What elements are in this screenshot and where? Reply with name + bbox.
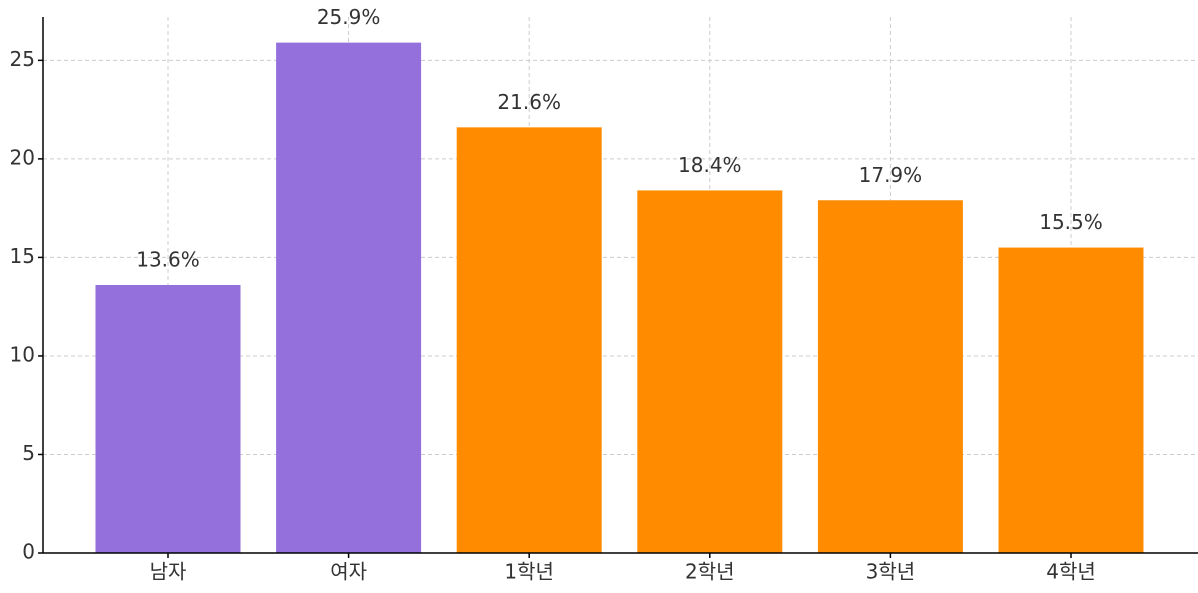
y-tick-label: 15 bbox=[10, 244, 35, 268]
value-label: 13.6% bbox=[136, 248, 200, 272]
value-label: 25.9% bbox=[317, 5, 381, 29]
x-tick-label: 2학년 bbox=[685, 560, 735, 584]
bar bbox=[95, 285, 241, 553]
x-tick-label: 여자 bbox=[330, 560, 367, 584]
x-tick-label: 3학년 bbox=[866, 560, 916, 584]
y-tick-label: 20 bbox=[10, 145, 35, 169]
x-tick-label: 4학년 bbox=[1046, 560, 1096, 584]
x-tick-label: 1학년 bbox=[504, 560, 554, 584]
bar bbox=[456, 127, 602, 554]
value-label: 17.9% bbox=[859, 163, 923, 187]
y-tick-label: 10 bbox=[10, 342, 35, 366]
y-tick-label: 5 bbox=[22, 441, 35, 465]
bar bbox=[817, 200, 963, 553]
bar bbox=[276, 42, 422, 553]
x-tick-label: 남자 bbox=[150, 560, 187, 584]
value-label: 18.4% bbox=[678, 153, 742, 177]
value-label: 15.5% bbox=[1039, 210, 1103, 234]
y-tick-label: 25 bbox=[10, 47, 35, 71]
y-tick-label: 0 bbox=[22, 540, 35, 564]
bar bbox=[637, 190, 783, 554]
bar bbox=[998, 247, 1144, 553]
value-label: 21.6% bbox=[497, 90, 561, 114]
